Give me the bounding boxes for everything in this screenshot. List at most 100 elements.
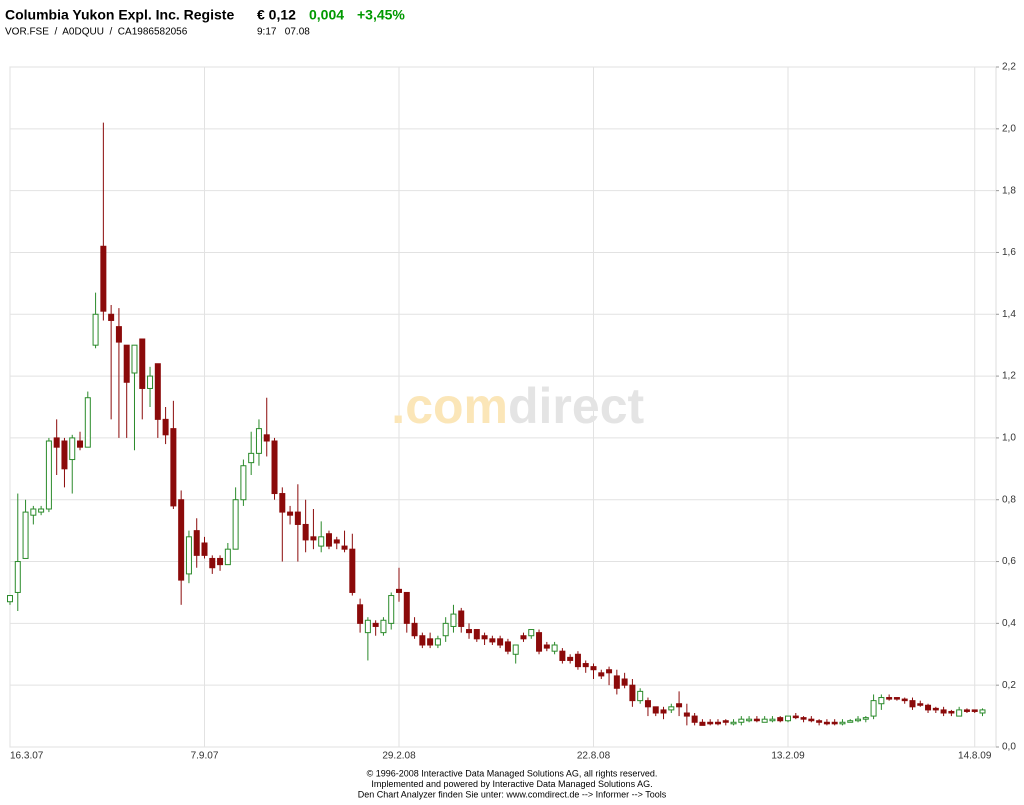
candle-body xyxy=(574,653,581,668)
candle-body xyxy=(823,721,830,725)
candle-body xyxy=(84,397,91,448)
candle-body xyxy=(520,635,527,640)
x-tick-label: 13.2.09 xyxy=(771,751,805,762)
candle-body xyxy=(310,536,317,541)
candle-body xyxy=(598,672,605,677)
candle-body xyxy=(644,700,651,708)
candle-body xyxy=(92,313,99,346)
candle-body xyxy=(287,511,294,516)
y-tick-label: 1,4 xyxy=(1002,309,1016,320)
y-tick-label: 2,2 xyxy=(1002,62,1016,73)
candle-body xyxy=(901,698,908,702)
candle-body xyxy=(411,622,418,637)
change-pct: +3,45% xyxy=(357,7,405,23)
candle-body xyxy=(302,523,309,541)
candle-body xyxy=(131,344,138,374)
candle-body xyxy=(956,709,963,717)
security-ids: VOR.FSE / A0DQUU / CA1986582056 xyxy=(5,27,188,38)
candle-body xyxy=(139,338,146,389)
candle-body xyxy=(341,545,348,550)
candle-body xyxy=(30,508,37,516)
candle-body xyxy=(528,629,535,637)
candle-body xyxy=(940,709,947,714)
footer-line: Den Chart Analyzer finden Sie unter: www… xyxy=(358,789,667,799)
candle-body xyxy=(22,511,29,559)
candle-body xyxy=(808,718,815,722)
candle-body xyxy=(466,629,473,634)
candle-body xyxy=(489,638,496,643)
candle-body xyxy=(154,363,161,420)
candle-body xyxy=(248,452,255,464)
candle-body xyxy=(294,511,301,525)
candle-body xyxy=(209,557,216,569)
x-tick-label: 14.8.09 xyxy=(958,751,992,762)
watermark: direct xyxy=(508,378,645,434)
y-tick-label: 0,0 xyxy=(1002,742,1016,753)
candle-body xyxy=(714,721,721,725)
candle-body xyxy=(753,718,760,722)
y-tick-label: 1,6 xyxy=(1002,247,1016,258)
candle-body xyxy=(434,638,441,646)
candle-body xyxy=(77,440,84,448)
candle-body xyxy=(14,561,21,593)
candle-body xyxy=(862,717,869,720)
candle-body xyxy=(473,629,480,640)
y-tick-label: 0,6 xyxy=(1002,556,1016,567)
candle-body xyxy=(224,548,231,566)
candle-body xyxy=(497,638,504,646)
candle-body xyxy=(870,700,877,717)
candle-body xyxy=(551,644,558,652)
candle-body xyxy=(979,709,986,714)
price: € 0,12 xyxy=(257,7,296,23)
candle-body xyxy=(325,533,332,547)
y-tick-label: 0,4 xyxy=(1002,618,1016,629)
x-tick-label: 22.8.08 xyxy=(577,751,611,762)
candle-body xyxy=(691,715,698,723)
candle-body xyxy=(590,666,597,671)
watermark: .com xyxy=(391,378,508,434)
candle-body xyxy=(318,536,325,547)
candle-body xyxy=(971,709,978,712)
candle-body xyxy=(53,437,60,448)
candle-body xyxy=(388,595,395,624)
candle-body xyxy=(123,344,130,383)
candle-body xyxy=(730,721,737,725)
candle-body xyxy=(162,418,169,436)
y-tick-label: 1,0 xyxy=(1002,433,1016,444)
x-tick-label: 7.9.07 xyxy=(191,751,219,762)
candle-body xyxy=(925,704,932,711)
y-tick-label: 1,2 xyxy=(1002,371,1016,382)
candle-body xyxy=(45,440,52,510)
candle-body xyxy=(722,720,729,723)
candle-body xyxy=(839,721,846,725)
y-tick-label: 2,0 xyxy=(1002,123,1016,134)
plot-area xyxy=(9,66,997,748)
y-tick-label: 1,8 xyxy=(1002,185,1016,196)
candle-body xyxy=(69,437,76,461)
candle-body xyxy=(660,709,667,714)
candle-body xyxy=(193,530,200,556)
candle-body xyxy=(396,588,402,593)
candle-body xyxy=(185,536,192,575)
candle-body xyxy=(536,632,543,652)
candle-body xyxy=(263,434,270,442)
candle-body xyxy=(333,539,340,544)
candle-body xyxy=(878,697,885,705)
candle-body xyxy=(917,703,924,706)
candle-body xyxy=(855,718,862,722)
candle-body xyxy=(201,542,208,556)
candle-body xyxy=(7,595,13,603)
candle-body xyxy=(769,718,776,722)
candle-body xyxy=(683,712,690,717)
candle-body xyxy=(372,622,379,627)
candle-body xyxy=(147,375,154,389)
candle-body xyxy=(481,635,488,640)
candle-body xyxy=(61,440,68,470)
candle-body xyxy=(279,493,286,513)
candle-body xyxy=(637,690,644,702)
candle-body xyxy=(170,428,177,507)
candle-body xyxy=(676,703,683,708)
y-tick-label: 0,2 xyxy=(1002,680,1016,691)
candle-body xyxy=(847,720,854,723)
